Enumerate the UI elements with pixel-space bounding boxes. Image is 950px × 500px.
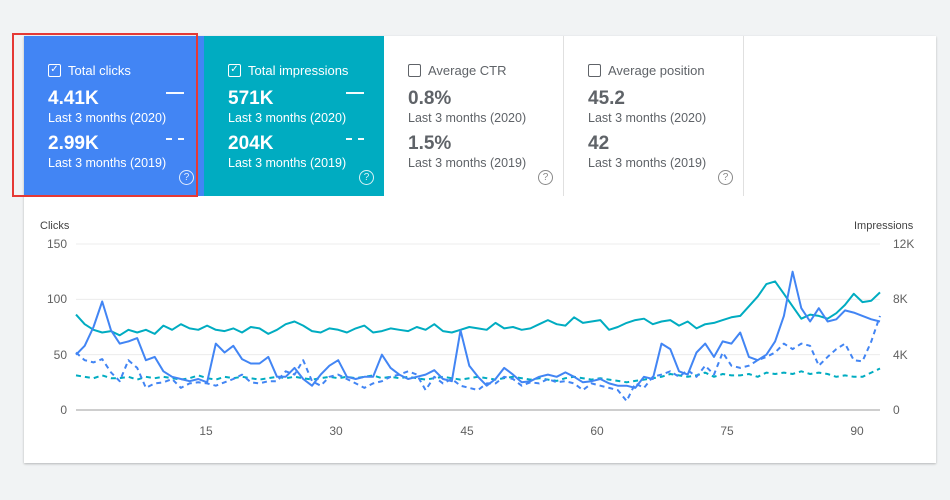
- metric-row-2020: 4.41K Last 3 months (2020): [48, 89, 204, 126]
- metric-label: Total clicks: [68, 62, 131, 78]
- y-left-tick-label: 50: [53, 348, 67, 362]
- metric-total-clicks[interactable]: ✓ Total clicks 4.41K Last 3 months (2020…: [24, 36, 204, 196]
- metric-label: Total impressions: [248, 62, 349, 78]
- y-right-tick-label: 12K: [893, 237, 915, 251]
- metric-value-2020: 45.2: [588, 88, 625, 109]
- y-right-tick-label: 0: [893, 403, 900, 417]
- metric-value-2019: 2.99K: [48, 133, 99, 154]
- clicks-2019-series-line: [75, 315, 881, 403]
- help-icon[interactable]: ?: [359, 170, 374, 185]
- solid-line-legend-icon: [166, 92, 184, 94]
- metric-total-impressions[interactable]: ✓ Total impressions 571K Last 3 months (…: [204, 36, 384, 196]
- metric-value-2019: 204K: [228, 133, 274, 154]
- metric-period-2019: Last 3 months (2019): [48, 156, 167, 170]
- clicks-2020-series-line: [75, 270, 881, 389]
- metric-label: Average position: [608, 62, 705, 78]
- x-tick-label: 75: [720, 424, 734, 438]
- y-right-tick-label: 8K: [893, 292, 908, 306]
- y-right-tick-label: 4K: [893, 348, 908, 362]
- metric-row-2019: 204K Last 3 months (2019): [228, 134, 384, 171]
- x-tick-label: 30: [329, 424, 343, 438]
- metric-value-2020: 571K: [228, 88, 274, 109]
- metric-header: ✓ Total impressions: [228, 62, 384, 78]
- metric-average-position[interactable]: Average position 45.2 Last 3 months (202…: [564, 36, 744, 196]
- metric-row-2019: 42 Last 3 months (2019): [588, 134, 743, 171]
- metric-value-2020: 4.41K: [48, 88, 99, 109]
- y-axis-left-title: Clicks: [40, 220, 70, 232]
- y-left-tick-label: 100: [46, 292, 67, 306]
- metric-row-2019: 1.5% Last 3 months (2019): [408, 134, 563, 171]
- y-left-tick-label: 150: [46, 237, 67, 251]
- metric-period-2020: Last 3 months (2020): [228, 111, 347, 125]
- metric-period-2020: Last 3 months (2020): [588, 111, 707, 125]
- impressions-2020-series-line: [75, 280, 881, 337]
- y-left-tick-label: 0: [60, 403, 67, 417]
- checkbox-unchecked-icon[interactable]: [588, 63, 601, 77]
- help-icon[interactable]: ?: [538, 170, 553, 185]
- metric-period-2019: Last 3 months (2019): [588, 156, 707, 170]
- metric-label: Average CTR: [428, 62, 507, 78]
- performance-card: ✓ Total clicks 4.41K Last 3 months (2020…: [24, 36, 936, 463]
- dashed-line-legend-icon: [166, 138, 184, 140]
- x-tick-label: 60: [590, 424, 604, 438]
- y-axis-right-title: Impressions: [854, 220, 914, 232]
- metric-header: Average CTR: [408, 62, 563, 78]
- metric-period-2019: Last 3 months (2019): [228, 156, 347, 170]
- metric-value-2019: 42: [588, 133, 610, 154]
- checkbox-checked-icon[interactable]: ✓: [228, 63, 241, 77]
- checkbox-checked-icon[interactable]: ✓: [48, 63, 61, 77]
- x-tick-label: 90: [850, 424, 864, 438]
- help-icon[interactable]: ?: [179, 170, 194, 185]
- metric-period-2020: Last 3 months (2020): [408, 111, 527, 125]
- dashed-line-legend-icon: [346, 138, 364, 140]
- metric-row-2020: 0.8% Last 3 months (2020): [408, 89, 563, 126]
- metric-value-2020: 0.8%: [408, 88, 452, 109]
- metric-row-2020: 571K Last 3 months (2020): [228, 89, 384, 126]
- checkbox-unchecked-icon[interactable]: [408, 63, 421, 77]
- metric-header: ✓ Total clicks: [48, 62, 204, 78]
- metric-value-2019: 1.5%: [408, 133, 452, 154]
- metric-period-2019: Last 3 months (2019): [408, 156, 527, 170]
- metric-row-2020: 45.2 Last 3 months (2020): [588, 89, 743, 126]
- x-tick-label: 15: [199, 424, 213, 438]
- metric-period-2020: Last 3 months (2020): [48, 111, 167, 125]
- help-icon[interactable]: ?: [718, 170, 733, 185]
- metric-tabs: ✓ Total clicks 4.41K Last 3 months (2020…: [24, 36, 744, 196]
- metric-header: Average position: [588, 62, 743, 78]
- x-tick-label: 45: [460, 424, 474, 438]
- metric-average-ctr[interactable]: Average CTR 0.8% Last 3 months (2020) 1.…: [384, 36, 564, 196]
- solid-line-legend-icon: [346, 92, 364, 94]
- metric-row-2019: 2.99K Last 3 months (2019): [48, 134, 204, 171]
